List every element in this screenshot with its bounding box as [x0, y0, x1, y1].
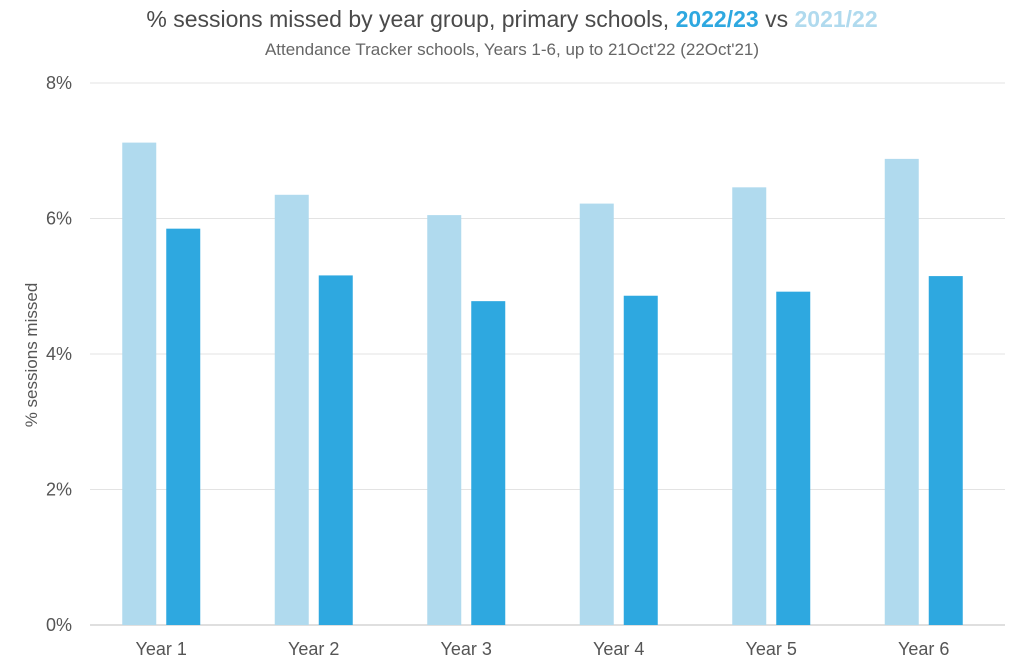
bar-2021-22-year-5: [732, 187, 767, 625]
bar-2022-23-year-3: [471, 301, 506, 625]
x-tick-label: Year 6: [898, 639, 949, 659]
bar-2022-23-year-2: [318, 275, 353, 625]
y-tick-label: 6%: [46, 209, 72, 229]
gridlines: [90, 82, 1005, 626]
title-series-2022-23: 2022/23: [675, 6, 759, 32]
y-tick-label: 2%: [46, 480, 72, 500]
bar-2022-23-year-4: [623, 295, 658, 625]
x-tick-label: Year 5: [746, 639, 797, 659]
bar-2021-22-year-4: [579, 203, 614, 625]
x-tick-label: Year 1: [136, 639, 187, 659]
title-prefix: % sessions missed by year group, primary…: [146, 6, 670, 32]
bar-2022-23-year-5: [776, 291, 811, 625]
bar-2021-22-year-2: [274, 194, 309, 625]
chart-title: % sessions missed by year group, primary…: [0, 6, 1024, 33]
y-axis-ticks: 0% 2% 4% 6% 8%: [46, 73, 72, 635]
chart-subtitle: Attendance Tracker schools, Years 1-6, u…: [264, 40, 760, 59]
x-axis-ticks: Year 1 Year 2 Year 3 Year 4 Year 5 Year 6: [136, 639, 950, 659]
bar-2022-23-year-6: [928, 276, 963, 625]
bar-2021-22-year-1: [122, 142, 157, 625]
y-tick-label: 4%: [46, 344, 72, 364]
title-series-2021-22: 2021/22: [794, 6, 878, 32]
x-tick-label: Year 2: [288, 639, 339, 659]
bar-2022-23-year-1: [166, 228, 201, 625]
bar-2021-22-year-6: [884, 158, 919, 625]
bar-2021-22-year-3: [427, 215, 462, 626]
bars: [122, 142, 963, 626]
y-axis-label: % sessions missed: [22, 283, 41, 428]
x-tick-label: Year 3: [441, 639, 492, 659]
y-tick-label: 0%: [46, 615, 72, 635]
title-joiner: vs: [765, 6, 789, 32]
y-tick-label: 8%: [46, 73, 72, 93]
x-tick-label: Year 4: [593, 639, 644, 659]
